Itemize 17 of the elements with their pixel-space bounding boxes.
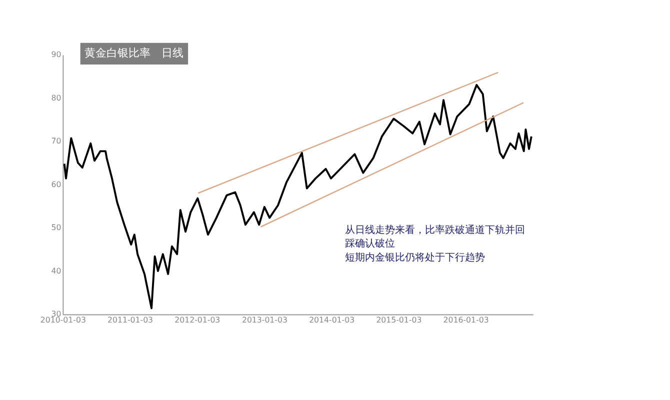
x-tick-label: 2011-01-03 <box>108 316 154 325</box>
y-tick-label: 50 <box>51 223 62 232</box>
annotation: 从日线走势来看，比率跌破通道下轨并回踩确认破位 <box>344 224 525 250</box>
line-series <box>63 84 532 310</box>
y-tick-label: 90 <box>51 50 62 60</box>
x-tick-label: 2013-01-03 <box>242 316 288 325</box>
chart-title: 黄金白银比率 日线 <box>84 46 184 60</box>
annotation: 短期内金银比仍将处于下行趋势 <box>344 251 485 264</box>
y-tick-label: 40 <box>51 266 62 276</box>
x-tick-label: 2015-01-03 <box>376 316 422 325</box>
y-tick-label: 70 <box>51 136 62 146</box>
x-tick-label: 2014-01-03 <box>309 316 355 325</box>
x-tick-label: 2016-01-03 <box>443 316 489 325</box>
x-tick-label: 2012-01-03 <box>174 316 220 325</box>
y-tick-label: 60 <box>51 180 62 189</box>
y-tick-label: 80 <box>51 93 62 102</box>
x-tick-label: 2010-01-03 <box>40 316 86 325</box>
